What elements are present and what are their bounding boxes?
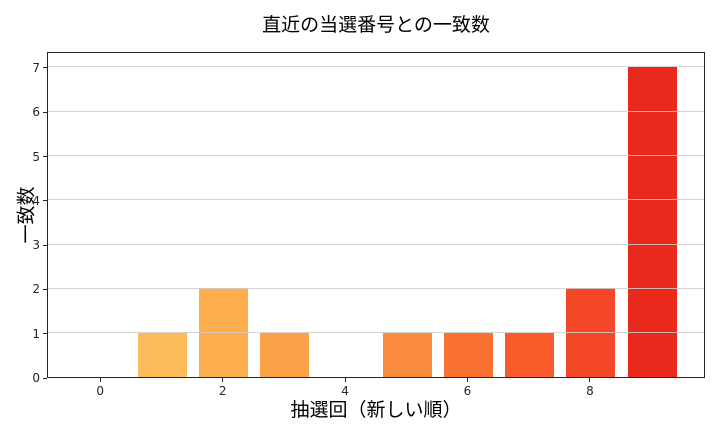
gridline-y6	[48, 110, 704, 112]
x-tick-label-2: 2	[218, 384, 227, 398]
x-tick-label-0: 0	[96, 384, 105, 398]
x-tick-mark-8	[589, 378, 591, 382]
gridline-y1	[48, 332, 704, 334]
bar-x7	[505, 332, 555, 377]
bar-x9	[627, 66, 677, 377]
y-tick-mark-1	[43, 333, 47, 335]
gridline-y5	[48, 155, 704, 157]
x-tick-label-4: 4	[341, 384, 349, 398]
y-tick-mark-3	[43, 244, 47, 246]
chart-title: 直近の当選番号との一致数	[262, 14, 490, 36]
gridline-y3	[48, 243, 704, 245]
x-axis-label: 抽選回（新しい順）	[290, 399, 462, 421]
y-tick-mark-0	[43, 377, 47, 379]
x-tick-mark-0	[99, 378, 101, 382]
y-tick-label-2: 2	[32, 282, 40, 297]
bar-x1	[137, 332, 187, 377]
bar-x5	[382, 332, 432, 377]
y-tick-label-7: 7	[32, 60, 40, 75]
y-tick-label-5: 5	[32, 149, 40, 164]
gridline-y7	[48, 66, 704, 68]
y-tick-label-0: 0	[32, 371, 40, 385]
gridline-y4	[48, 199, 704, 201]
x-tick-label-6: 6	[463, 384, 472, 398]
y-tick-mark-7	[43, 67, 47, 69]
plot-area	[47, 52, 705, 378]
gridline-y2	[48, 287, 704, 289]
bar-x3	[260, 332, 310, 377]
y-tick-mark-5	[43, 156, 47, 158]
y-tick-label-1: 1	[32, 326, 40, 341]
x-tick-mark-2	[222, 378, 224, 382]
y-tick-label-4: 4	[32, 193, 40, 208]
bar-x6	[444, 332, 493, 377]
x-tick-mark-6	[467, 378, 468, 382]
y-tick-label-3: 3	[32, 238, 40, 253]
y-tick-label-6: 6	[32, 105, 40, 120]
y-tick-mark-4	[43, 200, 47, 202]
x-tick-label-8: 8	[586, 384, 594, 398]
x-tick-mark-4	[344, 378, 346, 382]
y-tick-mark-6	[43, 111, 47, 113]
y-tick-mark-2	[43, 288, 47, 290]
